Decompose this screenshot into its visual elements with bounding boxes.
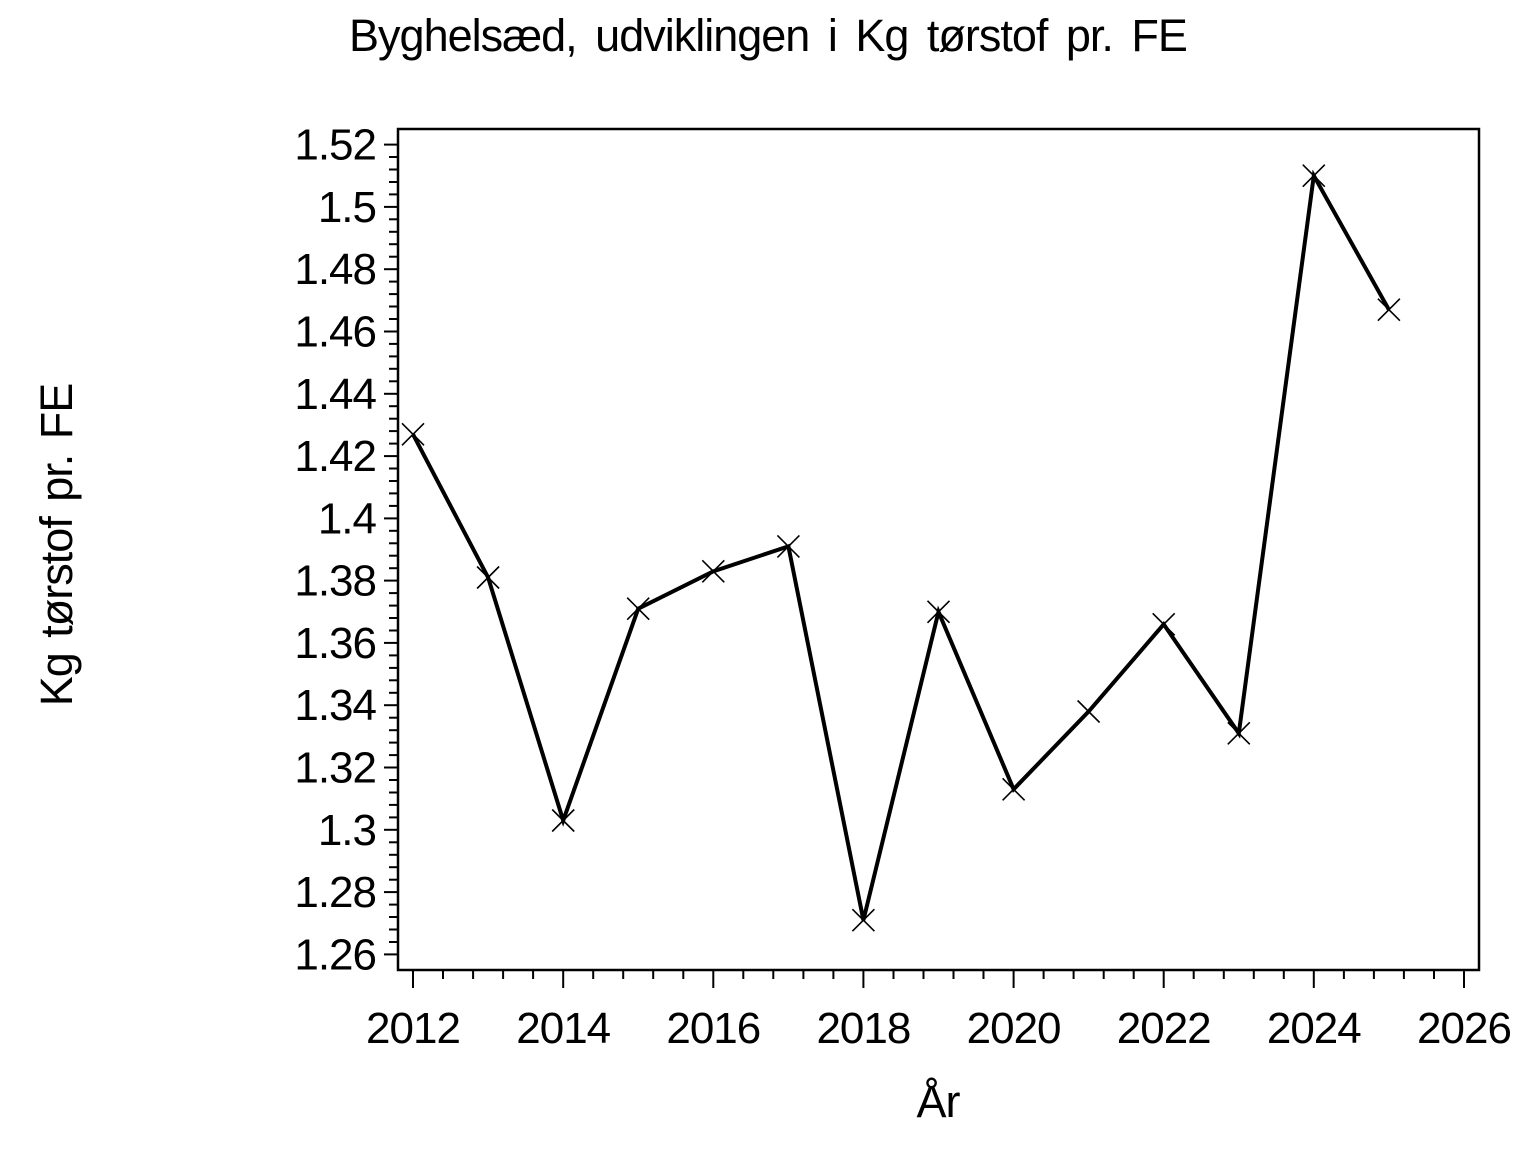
y-tick-label: 1.36 <box>294 619 376 668</box>
y-tick-label: 1.3 <box>318 806 376 855</box>
data-point-marker <box>1227 721 1251 745</box>
y-tick-label: 1.52 <box>294 121 376 170</box>
y-tick-label: 1.34 <box>294 681 376 730</box>
y-tick-label: 1.26 <box>294 930 376 979</box>
x-tick-label: 2018 <box>816 1004 910 1053</box>
data-point-marker <box>926 600 951 624</box>
data-point-marker <box>401 422 425 446</box>
data-point-marker <box>1302 164 1326 188</box>
y-tick-label: 1.46 <box>294 308 376 357</box>
x-tick-label: 2026 <box>1417 1004 1511 1053</box>
data-markers <box>401 164 1401 932</box>
data-point-marker <box>1077 699 1101 724</box>
y-axis: 1.26 1.28 1.3 1.32 1.34 1.36 1.38 1.4 1.42 1.44 1.… <box>294 121 398 979</box>
data-point-marker <box>701 559 725 583</box>
x-tick-label: 2020 <box>967 1004 1061 1053</box>
data-point-marker <box>1152 612 1176 636</box>
y-tick-label: 1.4 <box>318 494 377 543</box>
data-point-marker <box>776 534 800 558</box>
data-point-marker <box>551 808 575 833</box>
x-tick-label: 2016 <box>666 1004 760 1053</box>
data-line <box>411 169 1391 921</box>
chart-title: Byghelsæd, udviklingen i Kg tørstof pr. … <box>349 10 1188 61</box>
data-point-marker <box>476 565 500 590</box>
x-tick-label: 2014 <box>516 1004 610 1053</box>
y-tick-label: 1.48 <box>294 245 376 294</box>
data-point-marker <box>1377 298 1401 322</box>
x-axis: 2012 2014 2016 2018 2020 2022 2024 2026 <box>366 970 1512 1053</box>
x-tick-label: 2022 <box>1117 1004 1211 1053</box>
plot-frame <box>396 127 1481 972</box>
y-tick-label: 1.38 <box>294 557 376 606</box>
x-tick-label: 2012 <box>366 1004 460 1053</box>
x-tick-label: 2024 <box>1267 1004 1361 1053</box>
y-tick-label: 1.42 <box>294 432 376 481</box>
y-tick-label: 1.44 <box>294 370 376 419</box>
data-point-marker <box>851 908 875 932</box>
y-tick-label: 1.5 <box>318 183 376 232</box>
x-axis-title: År <box>916 1076 961 1127</box>
data-point-marker <box>626 597 650 621</box>
y-tick-label: 1.32 <box>294 744 376 793</box>
y-tick-label: 1.28 <box>294 868 376 917</box>
data-point-marker <box>1002 777 1026 801</box>
